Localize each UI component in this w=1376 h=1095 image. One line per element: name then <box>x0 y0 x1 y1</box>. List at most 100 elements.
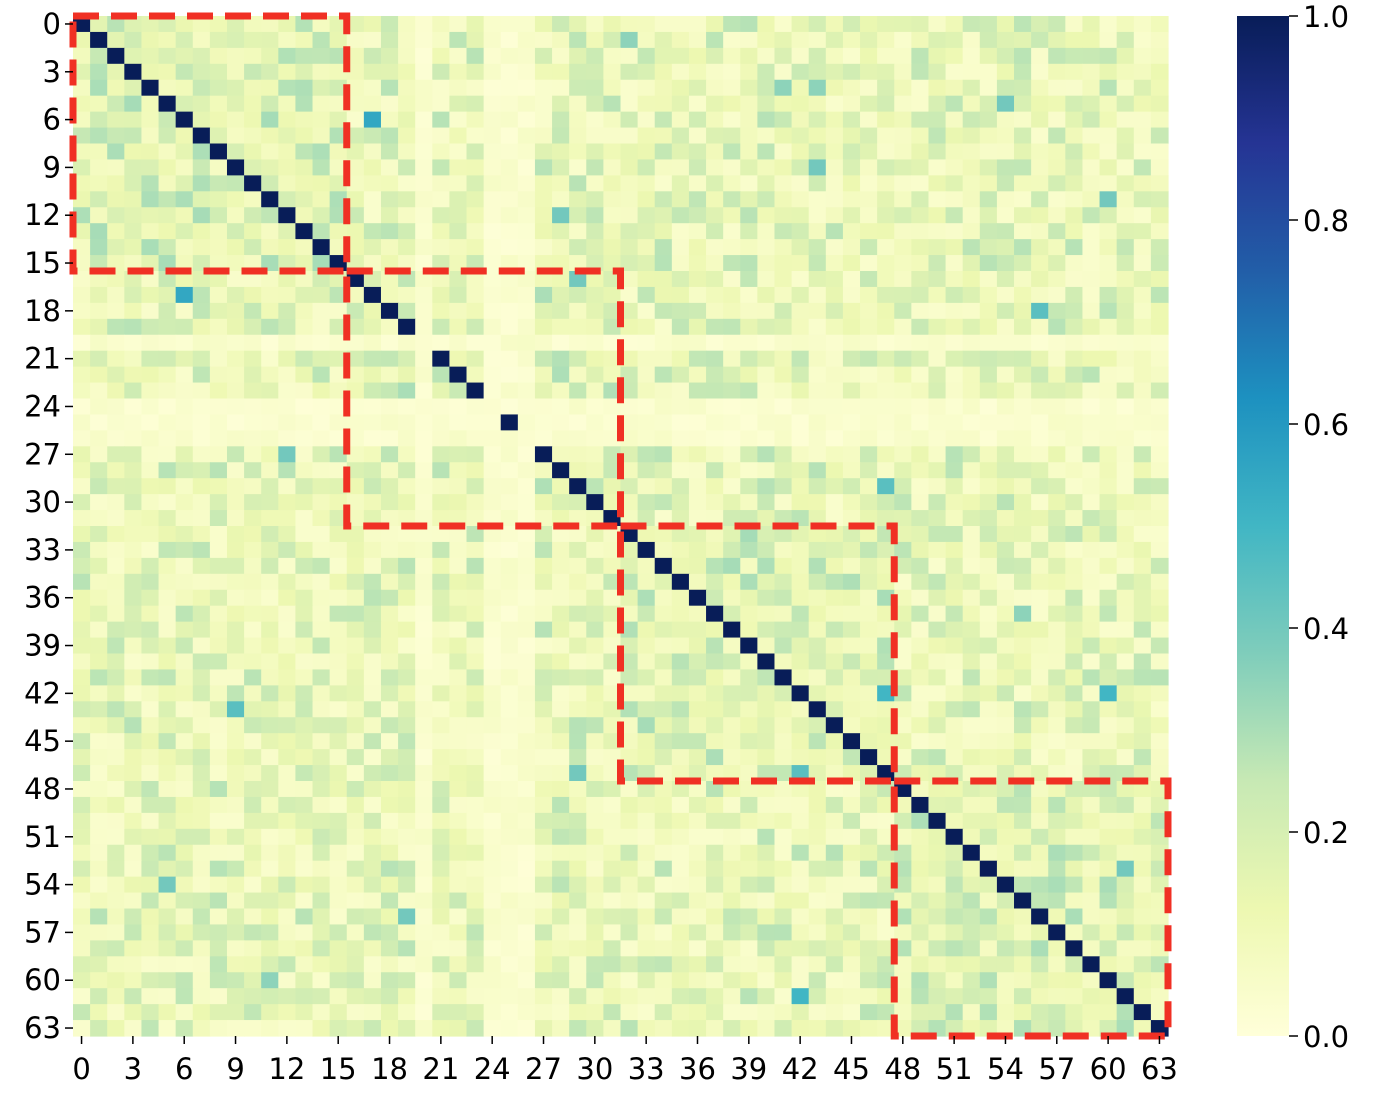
heatmap-cell <box>774 462 793 479</box>
heatmap-cell <box>295 940 314 957</box>
heatmap-cell <box>842 1004 861 1021</box>
heatmap-cell <box>774 924 793 941</box>
heatmap-cell <box>774 573 793 591</box>
heatmap-cell <box>825 844 844 862</box>
heatmap-cell <box>1048 127 1066 145</box>
heatmap-cell <box>1133 892 1152 910</box>
heatmap-cell <box>124 589 143 607</box>
heatmap-cell <box>911 79 930 97</box>
heatmap-cell <box>295 414 314 431</box>
heatmap-cell <box>209 781 228 798</box>
heatmap-cell <box>842 430 861 447</box>
heatmap-cell <box>107 494 125 511</box>
heatmap-cell <box>877 366 895 384</box>
heatmap-cell <box>261 908 279 926</box>
heatmap-cell <box>124 350 143 368</box>
heatmap-cell <box>346 111 365 129</box>
heatmap-cell <box>346 541 365 559</box>
heatmap-cell <box>637 701 656 718</box>
heatmap-cell <box>141 334 160 352</box>
heatmap-cell <box>962 478 981 495</box>
heatmap-cell <box>415 302 433 320</box>
heatmap-cell <box>1065 95 1084 113</box>
heatmap-cell <box>124 573 143 591</box>
heatmap-cell <box>1099 988 1118 1005</box>
heatmap-cell <box>1116 302 1135 320</box>
heatmap-cell <box>945 47 964 65</box>
heatmap-cell <box>962 462 981 479</box>
heatmap-cell <box>1133 318 1152 336</box>
heatmap-cell <box>791 318 810 336</box>
heatmap-cell <box>569 844 587 862</box>
heatmap-cell <box>877 318 895 336</box>
heatmap-cell <box>671 860 690 878</box>
heatmap-cell <box>500 446 519 463</box>
heatmap-cell <box>175 462 194 479</box>
heatmap-cell <box>107 701 125 718</box>
heatmap-cell <box>175 781 194 798</box>
heatmap-cell <box>877 286 895 304</box>
x-tick-label: 36 <box>679 1052 716 1086</box>
heatmap-cell <box>586 207 604 224</box>
heatmap-cell <box>569 79 587 97</box>
heatmap-cell <box>175 271 194 288</box>
heatmap-cell <box>1133 1020 1152 1037</box>
y-tick-label: 6 <box>43 103 61 137</box>
block-outline-1 <box>69 12 351 275</box>
heatmap-cell <box>1082 446 1101 463</box>
heatmap-cell <box>962 1004 981 1021</box>
heatmap-cell <box>346 1004 365 1021</box>
heatmap-cell <box>945 239 964 256</box>
heatmap-cell <box>620 255 639 272</box>
heatmap-cell <box>1014 47 1032 65</box>
heatmap-cell <box>1082 16 1101 33</box>
heatmap-cell <box>1133 430 1152 447</box>
heatmap-cell <box>842 557 861 575</box>
heatmap-cell <box>278 701 297 718</box>
heatmap-cell <box>962 796 981 814</box>
heatmap-cell <box>688 127 707 145</box>
heatmap-cell <box>278 159 297 176</box>
heatmap-cell <box>124 95 143 113</box>
heatmap-cell <box>620 749 639 766</box>
heatmap-cell <box>329 653 348 671</box>
heatmap-cell <box>175 1020 194 1037</box>
heatmap-cell <box>534 430 553 447</box>
heatmap-cell <box>192 382 211 400</box>
heatmap-cell <box>380 16 399 33</box>
colorbar-tick-label: 0.4 <box>1303 612 1349 646</box>
heatmap-cell <box>415 956 433 973</box>
heatmap-cell <box>723 924 741 941</box>
heatmap-cell <box>620 653 639 671</box>
heatmap-cell <box>1048 685 1066 702</box>
heatmap-cell <box>688 765 707 782</box>
heatmap-cell <box>996 414 1015 431</box>
heatmap-cell <box>757 653 776 671</box>
heatmap-cell <box>825 940 844 957</box>
heatmap-cell <box>398 255 416 272</box>
heatmap-cell <box>979 621 998 639</box>
heatmap-cell <box>261 191 279 208</box>
heatmap-cell <box>1031 494 1049 511</box>
heatmap-cell <box>295 127 314 145</box>
heatmap-cell <box>483 175 502 192</box>
heatmap-cell <box>860 63 878 81</box>
heatmap-cell <box>1031 876 1049 894</box>
heatmap-cell <box>398 302 416 320</box>
heatmap-cell <box>346 972 365 989</box>
heatmap-cell <box>671 478 690 495</box>
heatmap-cell <box>312 589 331 607</box>
heatmap-cell <box>757 79 776 97</box>
heatmap-cell <box>586 302 604 320</box>
heatmap-cell <box>1150 573 1169 591</box>
heatmap-cell <box>1048 796 1066 814</box>
heatmap-cell <box>432 159 451 176</box>
heatmap-cell <box>1116 589 1135 607</box>
heatmap-cell <box>107 350 125 368</box>
heatmap-cell <box>706 733 724 750</box>
heatmap-cell <box>124 956 143 973</box>
heatmap-cell <box>449 191 468 208</box>
heatmap-cell <box>124 191 143 208</box>
heatmap-cell <box>483 127 502 145</box>
heatmap-cell <box>654 972 673 989</box>
